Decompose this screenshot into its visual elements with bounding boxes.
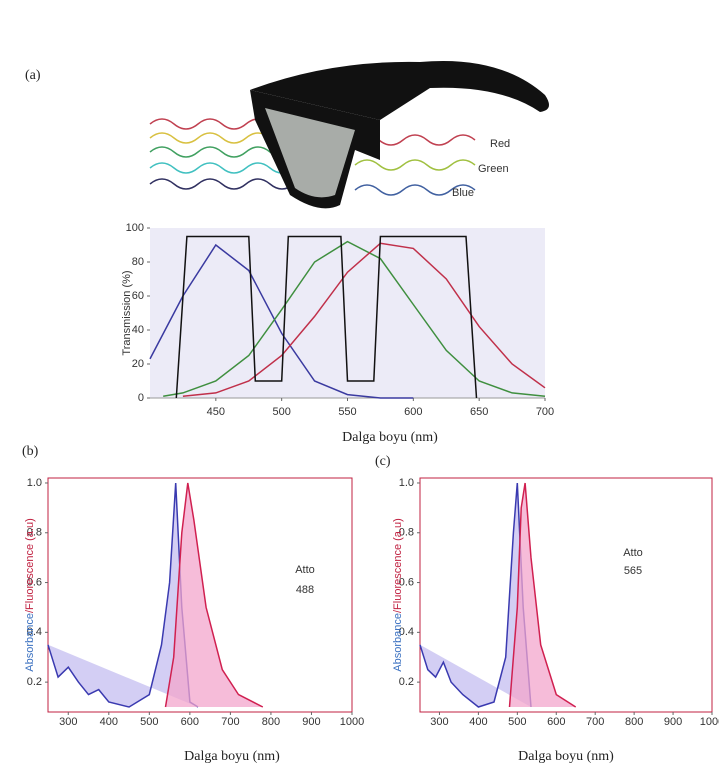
x-tick-label: 500	[272, 406, 290, 418]
y-axis-label-part: Absorbance	[392, 613, 404, 672]
x-tick-label: 600	[181, 716, 199, 728]
y-tick-label: 1.0	[399, 477, 414, 489]
x-tick-label: 800	[262, 716, 280, 728]
y-tick-label: 100	[126, 222, 144, 234]
x-tick-label: 700	[586, 716, 604, 728]
x-tick-label: 300	[430, 716, 448, 728]
x-tick-label: 400	[100, 716, 118, 728]
annotation: 565	[624, 565, 642, 577]
annotation: Atto	[623, 547, 643, 559]
x-tick-label: 600	[547, 716, 565, 728]
x-axis-label: Dalga boyu (nm)	[518, 749, 614, 764]
y-tick-label: 20	[132, 358, 144, 370]
annotation: Green	[478, 163, 509, 175]
y-tick-label: 60	[132, 290, 144, 302]
y-axis-label-part: /Fluorescence (a.u)	[392, 518, 404, 613]
x-tick-label: 1000	[700, 716, 719, 728]
x-tick-label: 700	[221, 716, 239, 728]
y-tick-label: 1.0	[27, 477, 42, 489]
y-axis-label: Transmission (%)	[121, 270, 133, 355]
annotation: Red	[490, 138, 510, 150]
x-tick-label: 900	[302, 716, 320, 728]
x-tick-label: 500	[508, 716, 526, 728]
annotation: Blue	[452, 187, 474, 199]
panel-label: (c)	[375, 454, 391, 469]
annotation: Atto	[295, 564, 315, 576]
y-tick-label: 0.2	[27, 676, 42, 688]
y-axis-label: Absorbance/Fluorescence (a.u)	[24, 518, 36, 671]
panel-label: (a)	[25, 68, 41, 83]
x-tick-label: 400	[469, 716, 487, 728]
x-tick-label: 800	[625, 716, 643, 728]
x-tick-label: 1000	[340, 716, 364, 728]
y-tick-label: 80	[132, 256, 144, 268]
y-axis-label: Absorbance/Fluorescence (a.u)	[392, 518, 404, 671]
y-tick-label: 0	[138, 392, 144, 404]
figure: 0 20 40 60 80 100 450 500 550 600 650 700 (a) Dalga b…	[0, 0, 719, 773]
panel-label: (b)	[22, 444, 39, 459]
y-axis-label-part: /Fluorescence (a.u)	[24, 518, 36, 613]
x-axis-label: Dalga boyu (nm)	[342, 430, 438, 445]
y-axis-label-part: Absorbance	[24, 613, 36, 672]
x-tick-label: 600	[404, 406, 422, 418]
x-tick-label: 450	[207, 406, 225, 418]
y-tick-label: 0.2	[399, 676, 414, 688]
x-tick-label: 700	[536, 406, 554, 418]
y-tick-label: 40	[132, 324, 144, 336]
glasses-illustration	[150, 61, 549, 208]
x-tick-label: 900	[664, 716, 682, 728]
x-tick-label: 300	[59, 716, 77, 728]
x-tick-label: 550	[338, 406, 356, 418]
x-axis-label: Dalga boyu (nm)	[184, 749, 280, 764]
x-tick-label: 650	[470, 406, 488, 418]
x-tick-label: 500	[140, 716, 158, 728]
annotation: 488	[296, 584, 314, 596]
